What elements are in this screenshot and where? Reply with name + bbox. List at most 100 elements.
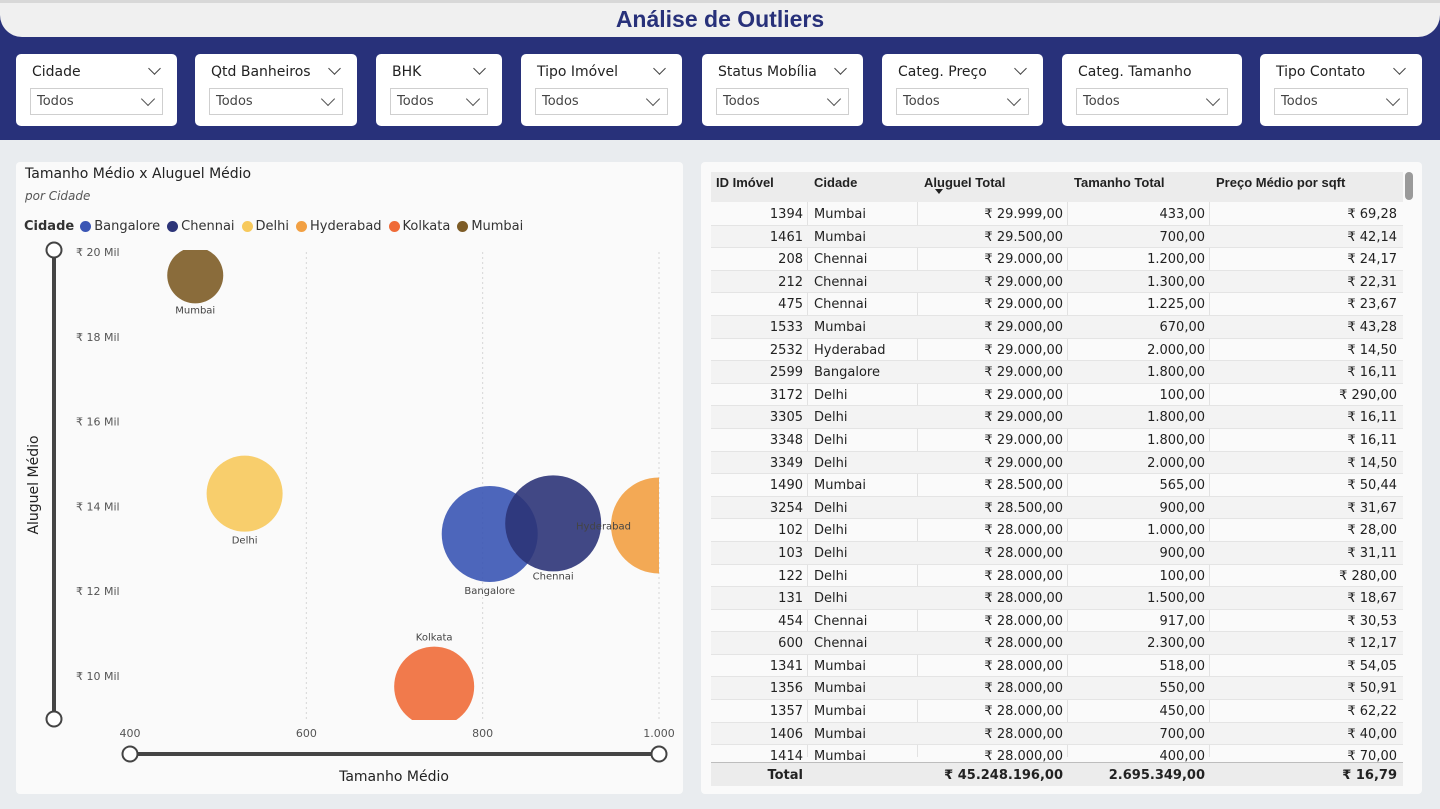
legend-item-bangalore[interactable]: Bangalore: [80, 219, 160, 234]
slicer-0[interactable]: Cidade Todos: [16, 54, 177, 126]
legend-item-mumbai[interactable]: Mumbai: [457, 219, 523, 234]
slicer-dropdown[interactable]: Todos: [535, 88, 668, 115]
table-row[interactable]: 2532 Hyderabad ₹ 29.000,00 2.000,00 ₹ 14,50: [711, 339, 1403, 362]
chevron-down-icon[interactable]: [1014, 62, 1027, 75]
slicer-3[interactable]: Tipo Imóvel Todos: [521, 54, 682, 126]
x-zoom-handle-left[interactable]: [121, 745, 139, 763]
table-row[interactable]: 103 Delhi ₹ 28.000,00 900,00 ₹ 31,11: [711, 541, 1403, 565]
cell-aluguel: ₹ 29.000,00: [984, 342, 1063, 358]
legend-item-chennai[interactable]: Chennai: [167, 219, 235, 234]
table-row[interactable]: 122 Delhi ₹ 28.000,00 100,00 ₹ 280,00: [711, 565, 1403, 588]
chevron-down-icon[interactable]: [1393, 62, 1406, 75]
table-row[interactable]: 600 Chennai ₹ 28.000,00 2.300,00 ₹ 12,17: [711, 632, 1403, 655]
table-scrollbar[interactable]: [1405, 172, 1413, 200]
legend-item-kolkata[interactable]: Kolkata: [388, 218, 451, 234]
x-zoom-handle-right[interactable]: [650, 745, 668, 763]
bubble-delhi[interactable]: [206, 455, 283, 532]
legend-label: Hyderabad: [310, 218, 382, 234]
table-row[interactable]: 1490 Mumbai ₹ 28.500,00 565,00 ₹ 50,44: [711, 474, 1403, 497]
table-row[interactable]: 2599 Bangalore ₹ 29.000,00 1.800,00 ₹ 16,11: [711, 361, 1403, 384]
cell-aluguel: ₹ 28.000,00: [984, 613, 1063, 629]
cell-aluguel: ₹ 28.000,00: [984, 658, 1063, 674]
cell-aluguel: ₹ 29.000,00: [984, 319, 1063, 335]
bubble-hyderabad[interactable]: [611, 477, 683, 574]
table-row[interactable]: 3348 Delhi ₹ 29.000,00 1.800,00 ₹ 16,11: [711, 429, 1403, 452]
cell-id: 2599: [769, 365, 803, 381]
legend-item-hyderabad[interactable]: Hyderabad: [296, 219, 382, 234]
chevron-down-icon[interactable]: [645, 91, 661, 107]
chevron-down-icon[interactable]: [148, 62, 161, 75]
col-header-tamanho[interactable]: Tamanho Total: [1074, 175, 1165, 190]
table-row[interactable]: 454 Chennai ₹ 28.000,00 917,00 ₹ 30,53: [711, 610, 1403, 633]
col-header-cidade[interactable]: Cidade: [814, 175, 858, 190]
legend-item-delhi[interactable]: Delhi: [241, 219, 289, 234]
cell-cidade: Mumbai: [814, 319, 866, 335]
col-header-aluguel[interactable]: Aluguel Total: [924, 175, 1006, 190]
slicer-dropdown[interactable]: Todos: [390, 88, 488, 115]
slicer-dropdown[interactable]: Todos: [1076, 88, 1228, 115]
slicer-1[interactable]: Qtd Banheiros Todos: [195, 54, 357, 126]
chevron-down-icon[interactable]: [653, 62, 666, 75]
cell-aluguel: ₹ 28.500,00: [984, 500, 1063, 516]
chevron-down-icon[interactable]: [834, 62, 847, 75]
chart-legend: Cidade Bangalore Chennai Delhi Hyderabad Kol…: [24, 218, 530, 234]
chevron-down-icon[interactable]: [473, 62, 486, 75]
slicer-dropdown[interactable]: Todos: [30, 88, 163, 115]
table-row[interactable]: 208 Chennai ₹ 29.000,00 1.200,00 ₹ 24,17: [711, 248, 1403, 271]
chevron-down-icon[interactable]: [1385, 91, 1401, 107]
table-row[interactable]: 1357 Mumbai ₹ 28.000,00 450,00 ₹ 62,22: [711, 700, 1403, 723]
slicer-value: Todos: [723, 94, 760, 109]
table-row[interactable]: 475 Chennai ₹ 29.000,00 1.225,00 ₹ 23,67: [711, 293, 1403, 316]
table-row[interactable]: 3254 Delhi ₹ 28.500,00 900,00 ₹ 31,67: [711, 496, 1403, 520]
table-row[interactable]: 1533 Mumbai ₹ 29.000,00 670,00 ₹ 43,28: [711, 315, 1403, 339]
table-row[interactable]: 131 Delhi ₹ 28.000,00 1.500,00 ₹ 18,67: [711, 587, 1403, 610]
cell-preco: ₹ 14,50: [1347, 342, 1397, 358]
col-header-preco[interactable]: Preço Médio por sqft: [1216, 175, 1346, 190]
slicer-5[interactable]: Categ. Preço Todos: [882, 54, 1043, 126]
chevron-down-icon[interactable]: [1205, 91, 1221, 107]
chevron-down-icon[interactable]: [1006, 91, 1022, 107]
slicer-dropdown[interactable]: Todos: [209, 88, 343, 115]
bubble-bangalore[interactable]: [441, 485, 538, 582]
cell-id: 3172: [769, 387, 803, 403]
table-row[interactable]: 1414 Mumbai ₹ 28.000,00 400,00 ₹ 70,00: [711, 745, 1403, 768]
cell-id: 1414: [769, 749, 803, 765]
bubble-chennai[interactable]: [505, 475, 602, 572]
slicer-7[interactable]: Tipo Contato Todos: [1260, 54, 1422, 126]
table-row[interactable]: 1394 Mumbai ₹ 29.999,00 433,00 ₹ 69,28: [711, 203, 1403, 226]
slicer-2[interactable]: BHK Todos: [376, 54, 502, 126]
bubble-mumbai[interactable]: [167, 247, 224, 304]
table-row[interactable]: 3349 Delhi ₹ 29.000,00 2.000,00 ₹ 14,50: [711, 451, 1403, 475]
table-row[interactable]: 1356 Mumbai ₹ 28.000,00 550,00 ₹ 50,91: [711, 677, 1403, 701]
table-row[interactable]: 212 Chennai ₹ 29.000,00 1.300,00 ₹ 22,31: [711, 270, 1403, 294]
slicer-dropdown[interactable]: Todos: [716, 88, 849, 115]
table-row[interactable]: 1406 Mumbai ₹ 28.000,00 700,00 ₹ 40,00: [711, 722, 1403, 746]
bubble-label: Hyderabad: [576, 521, 631, 532]
slicer-4[interactable]: Status Mobília Todos: [702, 54, 863, 126]
slicer-6[interactable]: Categ. Tamanho Todos: [1062, 54, 1242, 126]
legend-label: Kolkata: [402, 218, 451, 234]
col-header-id[interactable]: ID Imóvel: [716, 175, 774, 190]
table-row[interactable]: 102 Delhi ₹ 28.000,00 1.000,00 ₹ 28,00: [711, 519, 1403, 542]
cell-cidade: Mumbai: [814, 229, 866, 245]
cell-tamanho: 2.000,00: [1147, 455, 1205, 471]
chevron-down-icon[interactable]: [826, 91, 842, 107]
cell-cidade: Bangalore: [814, 365, 880, 381]
scatter-chart[interactable]: 400 600 800 1.000 ₹ 20 Mil ₹ 18 Mil ₹ 16 Mil ₹ …: [16, 162, 683, 794]
table-row[interactable]: 1461 Mumbai ₹ 29.500,00 700,00 ₹ 42,14: [711, 225, 1403, 249]
cell-preco: ₹ 62,22: [1347, 704, 1397, 720]
slicer-dropdown[interactable]: Todos: [1274, 88, 1408, 115]
cell-tamanho: 1.800,00: [1147, 365, 1205, 381]
bubble-kolkata[interactable]: [394, 646, 475, 727]
slicer-dropdown[interactable]: Todos: [896, 88, 1029, 115]
table-row[interactable]: 3305 Delhi ₹ 29.000,00 1.800,00 ₹ 16,11: [711, 406, 1403, 429]
table-row[interactable]: 1341 Mumbai ₹ 28.000,00 518,00 ₹ 54,05: [711, 655, 1403, 678]
chevron-down-icon[interactable]: [465, 91, 481, 107]
chevron-down-icon[interactable]: [320, 91, 336, 107]
chevron-down-icon[interactable]: [328, 62, 341, 75]
y-zoom-handle-bottom[interactable]: [45, 710, 63, 728]
chevron-down-icon[interactable]: [140, 91, 156, 107]
y-zoom-handle-top[interactable]: [45, 241, 63, 259]
table-row[interactable]: 3172 Delhi ₹ 29.000,00 100,00 ₹ 290,00: [711, 384, 1403, 407]
cell-aluguel: ₹ 28.000,00: [984, 749, 1063, 765]
